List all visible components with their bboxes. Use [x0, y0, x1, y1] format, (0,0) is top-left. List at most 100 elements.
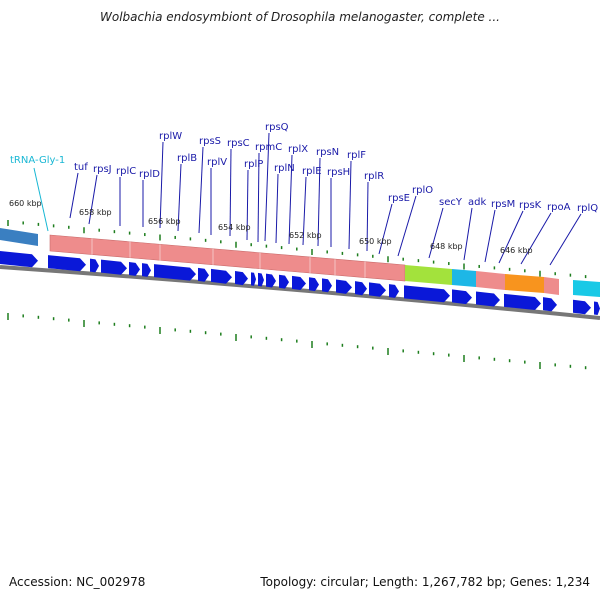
kbp-label: 658 kbp [79, 208, 112, 217]
gene-label-rpsK[interactable]: rpsK [519, 200, 542, 211]
gene-label-rpsM[interactable]: rpsM [491, 199, 515, 210]
gene-label-rpsQ[interactable]: rpsQ [265, 122, 289, 133]
accession-text: Accession: NC_002978 [9, 575, 146, 589]
adk-feature[interactable] [452, 269, 476, 287]
topology-summary: Topology: circular; Length: 1,267,782 bp… [260, 575, 590, 589]
callout-line [428, 207, 444, 259]
kbp-label: 660 kbp [9, 199, 42, 208]
trna-feature-right [573, 280, 600, 297]
callout-line [69, 172, 79, 219]
kbp-label: 650 kbp [359, 237, 392, 246]
gene-label-rplN[interactable]: rplN [274, 163, 295, 174]
cds-arrow[interactable] [129, 261, 140, 276]
gene-label-rplF[interactable]: rplF [347, 150, 366, 161]
tick-marks-outer [7, 220, 587, 279]
gene-label-rpoA[interactable]: rpoA [547, 202, 571, 213]
gene-label-rplC[interactable]: rplC [116, 166, 136, 177]
cds-arrow[interactable] [404, 285, 450, 303]
callout-line [317, 157, 321, 247]
cds-arrow[interactable] [336, 279, 352, 294]
gene-label-rplB[interactable]: rplB [177, 153, 197, 164]
gene-label-rpsE[interactable]: rpsE [388, 193, 410, 204]
gene-label-rpsS[interactable]: rpsS [199, 136, 221, 147]
cds-arrow[interactable] [573, 299, 591, 315]
callout-line [264, 132, 270, 242]
cds-arrow[interactable] [389, 284, 399, 298]
rpsM-rpsK-feature[interactable] [476, 271, 505, 290]
cds-arrow[interactable] [355, 281, 367, 296]
callout-line [378, 203, 393, 255]
callout-line [275, 173, 279, 244]
cds-arrow[interactable] [142, 263, 151, 277]
cds-arrow[interactable] [251, 272, 256, 286]
callout-line [348, 160, 352, 250]
cds-arrow[interactable] [543, 297, 557, 312]
gene-label-rpmC[interactable]: rpmC [255, 142, 282, 153]
cds-arrow[interactable] [594, 301, 600, 315]
map-title: Wolbachia endosymbiont of Drosophila mel… [100, 10, 500, 24]
cds-arrow[interactable] [504, 293, 541, 310]
trna-feature-left [0, 228, 38, 246]
cds-arrow[interactable] [198, 267, 209, 282]
callout-line [229, 148, 232, 237]
cds-arrow[interactable] [154, 264, 196, 281]
gene-label-tuf[interactable]: tuf [74, 162, 88, 173]
gene-label-rpsJ[interactable]: rpsJ [93, 164, 112, 175]
gene-label-rplO[interactable]: rplO [412, 185, 433, 196]
kbp-label: 656 kbp [148, 217, 181, 226]
secY-feature[interactable] [405, 265, 452, 285]
gene-label-rpsH[interactable]: rpsH [327, 167, 350, 178]
cds-arrow[interactable] [90, 258, 99, 273]
callout-line [88, 174, 98, 225]
gene-label-rplD[interactable]: rplD [139, 169, 160, 180]
cds-arrow[interactable] [452, 289, 472, 305]
gene-label-rplP[interactable]: rplP [244, 159, 263, 170]
kbp-scale: 660 kbp 658 kbp 656 kbp 654 kbp 652 kbp 650 k… [9, 199, 533, 255]
cds-arrow[interactable] [0, 251, 38, 268]
kbp-label: 648 kbp [430, 242, 463, 251]
gene-label-rplW[interactable]: rplW [159, 131, 182, 142]
kbp-label: 646 kbp [500, 246, 533, 255]
gene-label-rplQ[interactable]: rplQ [577, 203, 598, 214]
gene-label-rplE[interactable]: rplE [302, 166, 322, 177]
gene-label-rpsN[interactable]: rpsN [316, 147, 339, 158]
feature-band [0, 228, 600, 297]
cds-arrow[interactable] [369, 282, 386, 297]
gene-label-adk[interactable]: adk [468, 197, 486, 208]
gene-label-rpsC[interactable]: rpsC [227, 138, 250, 149]
cds-arrow[interactable] [292, 275, 306, 291]
gene-label-secY[interactable]: secY [439, 197, 463, 208]
gene-label-rplV[interactable]: rplV [207, 157, 227, 168]
callout-line [549, 213, 582, 266]
callout-line [498, 210, 524, 264]
callout-line [288, 154, 293, 245]
callout-line [159, 141, 164, 229]
cds-arrow[interactable] [258, 272, 264, 287]
trna-label[interactable]: tRNA-Gly-1 [10, 155, 65, 166]
cds-arrow[interactable] [101, 259, 127, 275]
cds-arrow[interactable] [309, 277, 319, 292]
callout-line [198, 146, 204, 234]
gene-label-rplR[interactable]: rplR [364, 171, 384, 182]
callout-line [484, 209, 496, 263]
cds-arrow[interactable] [476, 291, 500, 307]
callout-line [33, 167, 49, 232]
cds-arrow[interactable] [211, 268, 232, 284]
cds-arrow[interactable] [279, 274, 289, 289]
rpoA-feature[interactable] [505, 274, 544, 293]
cds-arrow[interactable] [48, 255, 86, 272]
callout-line [257, 152, 260, 243]
callout-line [246, 169, 249, 241]
gene-label-rplX[interactable]: rplX [288, 144, 308, 155]
cds-arrow[interactable] [322, 278, 332, 293]
tick-marks-inner [7, 313, 587, 370]
rplQ-feature[interactable] [544, 277, 559, 295]
callout-line [177, 163, 182, 232]
callout-line [397, 195, 417, 257]
cds-arrow[interactable] [235, 270, 248, 286]
cds-arrow[interactable] [266, 273, 276, 288]
callout-line [302, 176, 307, 246]
callout-line [366, 181, 369, 252]
